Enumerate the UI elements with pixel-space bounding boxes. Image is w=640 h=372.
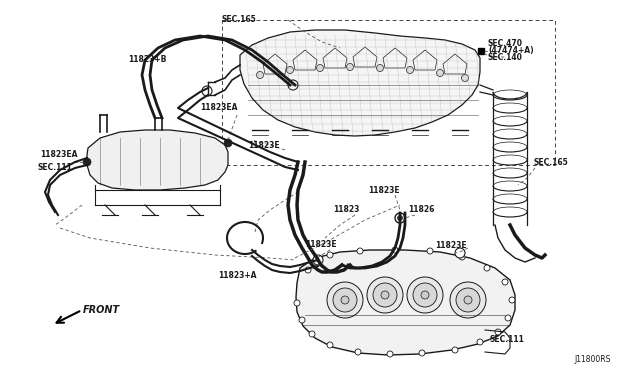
Circle shape: [333, 288, 357, 312]
Circle shape: [407, 277, 443, 313]
Circle shape: [505, 315, 511, 321]
Circle shape: [502, 279, 508, 285]
Text: FRONT: FRONT: [83, 305, 120, 315]
Circle shape: [327, 252, 333, 258]
Circle shape: [421, 291, 429, 299]
Text: 11823+A: 11823+A: [218, 271, 257, 280]
Text: SEC.111: SEC.111: [490, 335, 525, 344]
Circle shape: [309, 331, 315, 337]
Circle shape: [367, 277, 403, 313]
Polygon shape: [240, 30, 480, 136]
Circle shape: [455, 248, 465, 258]
Text: 11823E: 11823E: [248, 141, 280, 150]
Circle shape: [477, 339, 483, 345]
Circle shape: [327, 342, 333, 348]
Circle shape: [413, 283, 437, 307]
Text: J11800RS: J11800RS: [574, 355, 611, 364]
Circle shape: [355, 349, 361, 355]
Text: 11823E: 11823E: [435, 241, 467, 250]
Circle shape: [202, 86, 212, 96]
Text: SEC.165: SEC.165: [533, 158, 568, 167]
Circle shape: [461, 74, 468, 81]
Text: 11823EA: 11823EA: [40, 150, 77, 159]
Circle shape: [83, 158, 91, 166]
Text: SEC.140: SEC.140: [488, 53, 523, 62]
Polygon shape: [478, 48, 484, 54]
Circle shape: [381, 291, 389, 299]
Circle shape: [452, 347, 458, 353]
Text: (47474+A): (47474+A): [488, 46, 534, 55]
Text: 11823: 11823: [333, 205, 360, 214]
Circle shape: [392, 247, 398, 253]
Circle shape: [305, 267, 311, 273]
Circle shape: [299, 317, 305, 323]
Text: 11826: 11826: [408, 205, 435, 214]
Circle shape: [406, 67, 413, 74]
Circle shape: [224, 139, 232, 147]
Circle shape: [427, 248, 433, 254]
Circle shape: [357, 248, 363, 254]
Circle shape: [257, 71, 264, 78]
Circle shape: [288, 80, 298, 90]
Circle shape: [346, 64, 353, 71]
Circle shape: [509, 297, 515, 303]
Text: 11823EA: 11823EA: [200, 103, 237, 112]
Circle shape: [313, 255, 323, 265]
Circle shape: [327, 282, 363, 318]
Text: 11823E: 11823E: [305, 240, 337, 249]
Text: SEC.165: SEC.165: [222, 15, 257, 24]
Circle shape: [450, 282, 486, 318]
Circle shape: [484, 265, 490, 271]
Circle shape: [294, 300, 300, 306]
Circle shape: [456, 288, 480, 312]
Text: SEC.111: SEC.111: [38, 163, 73, 172]
Circle shape: [387, 351, 393, 357]
Circle shape: [459, 254, 465, 260]
Circle shape: [436, 70, 444, 77]
Circle shape: [373, 283, 397, 307]
Circle shape: [317, 64, 323, 71]
Circle shape: [464, 296, 472, 304]
Polygon shape: [87, 130, 228, 190]
Circle shape: [287, 67, 294, 74]
Polygon shape: [296, 250, 515, 355]
Text: 11823+B: 11823+B: [128, 55, 166, 64]
Text: 11823E: 11823E: [368, 186, 399, 195]
Circle shape: [395, 213, 405, 223]
Circle shape: [376, 64, 383, 71]
Circle shape: [419, 350, 425, 356]
Text: SEC.470: SEC.470: [488, 39, 523, 48]
Circle shape: [397, 215, 403, 221]
Circle shape: [341, 296, 349, 304]
Circle shape: [495, 329, 501, 335]
